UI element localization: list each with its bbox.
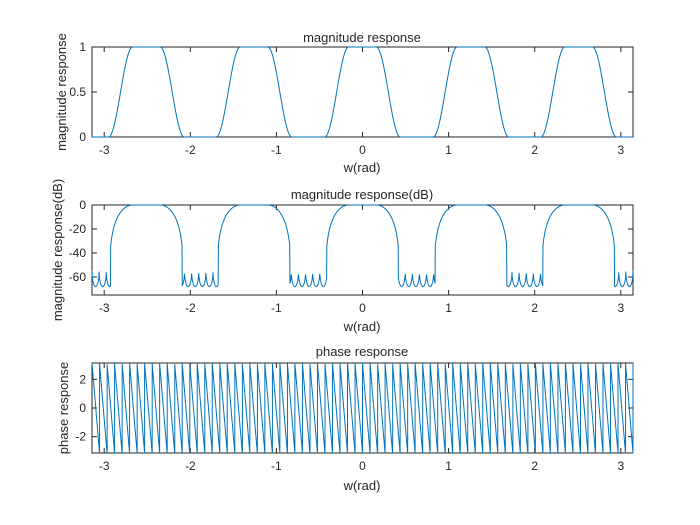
- xlabel-phase: w(rad): [343, 478, 381, 493]
- xlabel-magnitude-db: w(rad): [343, 319, 381, 334]
- x-tick-label: -1: [271, 459, 282, 473]
- x-tick-label: 2: [531, 459, 538, 473]
- x-tick-label: 2: [531, 301, 538, 315]
- x-ticks-magnitude: -3 -2 -1 0 1 2 3: [99, 47, 624, 157]
- y-tick-label: 0.5: [69, 85, 86, 99]
- x-tick-label: 0: [359, 459, 366, 473]
- subplot-magnitude-db: -3 -2 -1 0 1 2 3 -60 -40 -20 0 magnitude response…: [50, 179, 634, 334]
- x-tick-label: 2: [531, 143, 538, 157]
- x-tick-label: -2: [185, 459, 196, 473]
- x-tick-label: -3: [99, 143, 110, 157]
- title-magnitude-db: magnitude response(dB): [291, 187, 433, 202]
- y-tick-label: 0: [79, 198, 86, 212]
- title-magnitude: magnitude response: [303, 30, 421, 45]
- y-ticks-phase: -2 0 2: [75, 372, 633, 444]
- x-tick-label: -2: [185, 143, 196, 157]
- x-tick-label: -3: [99, 459, 110, 473]
- y-tick-label: -40: [69, 246, 87, 260]
- x-ticks-magnitude-db: -3 -2 -1 0 1 2 3: [99, 205, 624, 315]
- y-tick-label: 0: [79, 130, 86, 144]
- phase-trace: [91, 362, 634, 454]
- x-tick-label: 0: [359, 143, 366, 157]
- x-tick-label: 1: [445, 143, 452, 157]
- x-tick-label: -1: [271, 143, 282, 157]
- y-tick-label: 1: [79, 40, 86, 54]
- x-tick-label: -2: [185, 301, 196, 315]
- axes-box-magnitude: [91, 46, 634, 138]
- title-phase: phase response: [316, 344, 409, 359]
- magnitude-db-trace: [91, 204, 634, 288]
- axes-box-magnitude-db: [91, 204, 634, 296]
- y-ticks-magnitude-db: -60 -40 -20 0: [69, 198, 633, 284]
- y-tick-label: 0: [79, 401, 86, 415]
- x-tick-label: 3: [617, 459, 624, 473]
- subplot-phase: -3 -2 -1 0 1 2 3 -2 0 2 phase response w(rad) ph…: [56, 344, 634, 493]
- y-tick-label: -60: [69, 270, 87, 284]
- y-tick-label: -2: [75, 430, 86, 444]
- ylabel-magnitude-db: magnitude response(dB): [50, 179, 65, 321]
- x-tick-label: 3: [617, 143, 624, 157]
- magnitude-trace: [91, 46, 634, 138]
- ylabel-phase: phase response: [56, 362, 71, 455]
- ylabel-magnitude: magnitude response: [54, 33, 69, 151]
- subplot-magnitude: -3 -2 -1 0 1 2 3 0 0.5 1 magnitude response w(ra…: [54, 30, 634, 175]
- x-tick-label: -1: [271, 301, 282, 315]
- xlabel-magnitude: w(rad): [343, 160, 381, 175]
- x-tick-label: 0: [359, 301, 366, 315]
- y-tick-label: -20: [69, 222, 87, 236]
- x-tick-label: 1: [445, 301, 452, 315]
- x-tick-label: 3: [617, 301, 624, 315]
- x-tick-label: -3: [99, 301, 110, 315]
- y-tick-label: 2: [79, 372, 86, 386]
- x-tick-label: 1: [445, 459, 452, 473]
